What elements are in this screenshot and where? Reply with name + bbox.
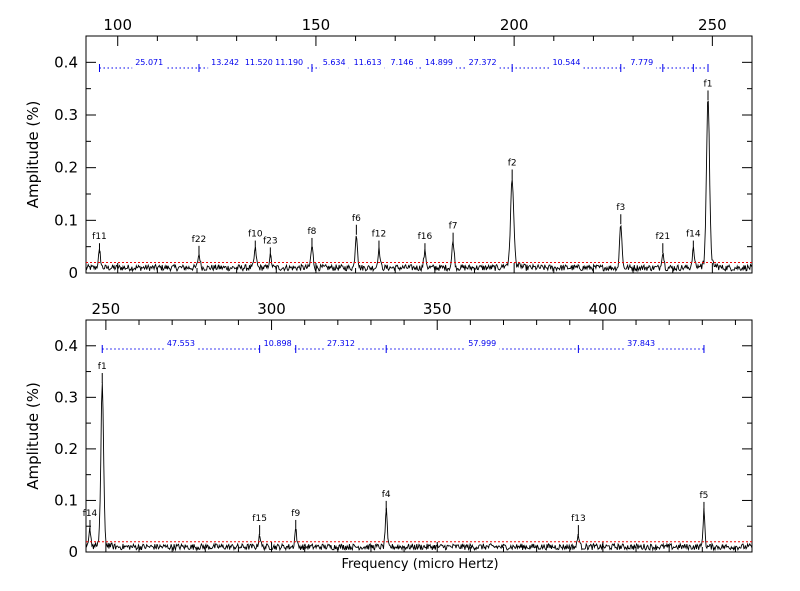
top-panel: 100 150 200 250 0 0.1 0.2 0.3 0.4 Amplitude (%) f1…	[24, 16, 753, 282]
x-tick-label: 250	[698, 16, 727, 34]
spacing-label-bg	[387, 62, 417, 72]
y-tick-label: 0.2	[54, 159, 78, 177]
spacing-label: 11.520	[245, 58, 273, 67]
x-tick-label: 300	[257, 300, 286, 318]
peak-label: f9	[291, 509, 300, 519]
plot-frame	[85, 35, 753, 274]
peak-label: f7	[449, 222, 458, 232]
spacing-label: 7.146	[391, 58, 414, 67]
spacing-label-bg	[319, 62, 349, 72]
spacing-label-bg	[549, 62, 584, 72]
bottom-panel: 250 300 350 400 0 0.1 0.2 0.3 0.4 Amplitude (%) f1…	[24, 300, 753, 561]
spacing-label: 11.613	[354, 58, 382, 67]
spacing-label-bg	[627, 62, 657, 72]
peak-label: f4	[382, 490, 391, 500]
plot-frame	[85, 319, 753, 553]
peak-label: f13	[571, 514, 586, 524]
peak-label: f22	[192, 235, 207, 245]
peak-label: f14	[83, 509, 98, 519]
spacing-label-bg	[208, 62, 243, 72]
spacing-label-bg	[132, 62, 167, 72]
x-tick-label: 150	[302, 16, 331, 34]
spacing-label: 7.779	[630, 58, 653, 67]
y-axis-label: Amplitude (%)	[24, 382, 42, 490]
peak-label: f16	[418, 232, 433, 242]
spacing-label: 13.242	[211, 58, 239, 67]
y-tick-label: 0.1	[54, 211, 78, 229]
y-axis-label: Amplitude (%)	[24, 101, 42, 209]
y-tick-label: 0.3	[54, 388, 78, 406]
peak-label: f23	[263, 236, 278, 246]
spacing-label: 37.843	[627, 339, 655, 348]
spacing-label-bg	[241, 62, 276, 72]
spacing-label: 5.634	[323, 58, 346, 67]
peak-label: f2	[508, 158, 517, 168]
y-tick-label: 0.1	[54, 491, 78, 509]
peak-label: f1	[704, 79, 713, 89]
peak-label: f3	[616, 203, 625, 213]
peak-label: f14	[686, 230, 701, 240]
y-tick-label: 0	[68, 264, 78, 282]
peak-label: f5	[700, 491, 709, 501]
spacing-label: 11.190	[275, 58, 303, 67]
spacing-label-bg	[323, 343, 358, 353]
x-tick-label: 400	[589, 300, 618, 318]
peak-label: f15	[252, 514, 267, 524]
x-tick-label: 200	[500, 16, 529, 34]
spacing-label-bg	[624, 343, 659, 353]
spacing-label: 25.071	[135, 58, 163, 67]
peak-label: f12	[372, 230, 387, 240]
spacing-label: 47.553	[167, 339, 195, 348]
spacing-label: 10.544	[552, 58, 580, 67]
spacing-label-bg	[465, 62, 500, 72]
x-axis-label: Frequency (micro Hertz)	[341, 557, 498, 572]
peak-label: f11	[92, 232, 107, 242]
spacing-label-bg	[260, 343, 295, 353]
spacing-label-bg	[422, 62, 457, 72]
spacing-label-bg	[272, 62, 307, 72]
y-tick-label: 0.2	[54, 440, 78, 458]
spacing-label-bg	[350, 62, 385, 72]
spectrum-line	[85, 100, 753, 273]
peak-label: f1	[98, 362, 107, 372]
peak-label: f21	[655, 232, 670, 242]
y-tick-label: 0.4	[54, 53, 78, 71]
x-tick-label: 250	[92, 300, 121, 318]
spacing-label: 27.372	[469, 58, 497, 67]
spacing-label-bg	[465, 343, 500, 353]
spacing-label: 10.898	[264, 339, 292, 348]
spectrum-line	[85, 382, 753, 552]
spacing-label: 27.312	[327, 339, 355, 348]
spacing-label-bg	[163, 343, 198, 353]
x-tick-label: 350	[423, 300, 452, 318]
y-tick-label: 0.3	[54, 106, 78, 124]
peak-label: f6	[352, 214, 361, 224]
peak-label: f10	[248, 230, 263, 240]
y-tick-label: 0.4	[54, 337, 78, 355]
spacing-label: 57.999	[468, 339, 496, 348]
x-tick-label: 100	[103, 16, 132, 34]
y-tick-label: 0	[68, 543, 78, 561]
spacing-label: 14.899	[425, 58, 453, 67]
peak-label: f8	[308, 227, 317, 237]
